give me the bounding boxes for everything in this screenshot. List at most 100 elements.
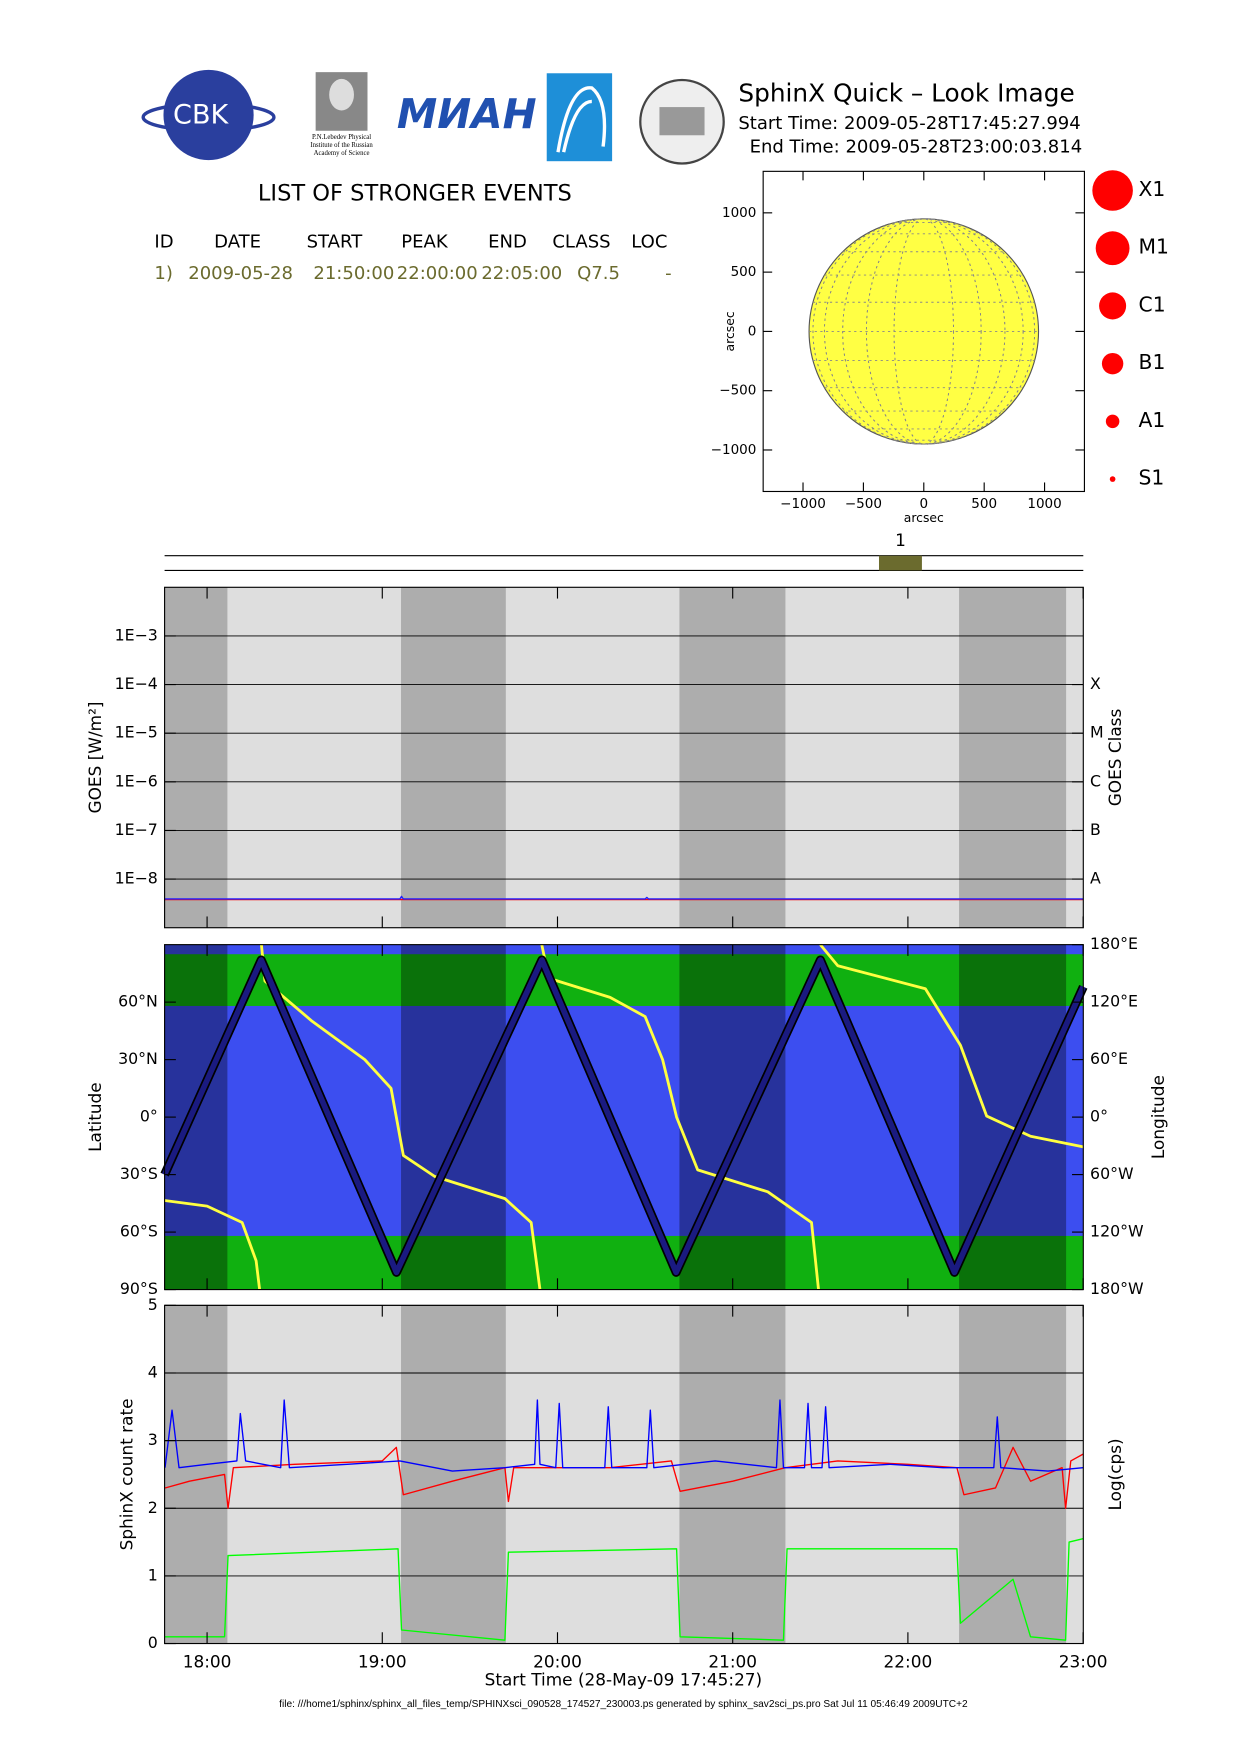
night-band	[401, 587, 506, 928]
series-line	[164, 895, 1084, 900]
event-bar	[878, 555, 922, 571]
series-line	[164, 1399, 1084, 1472]
y2-tick-label: X	[1090, 674, 1101, 693]
y2-tick-label: M	[1090, 723, 1104, 742]
y-tick-label: 1E−4	[115, 674, 158, 693]
event-label: 1	[895, 530, 906, 550]
disk-grid	[812, 218, 1036, 445]
y2-tick-label: 60°E	[1090, 1049, 1128, 1068]
class-label: S1	[1139, 466, 1165, 490]
x-tick-label: 0	[919, 496, 928, 512]
night-band	[401, 1305, 506, 1644]
y-tick-label: 0	[748, 323, 757, 339]
logo-cbk	[163, 69, 254, 161]
table-cell: 2009-05-28	[188, 263, 293, 284]
y-tick-label: 30°S	[120, 1164, 158, 1183]
y-tick-label: 1E−8	[115, 869, 158, 888]
disk-grid	[823, 218, 1024, 445]
series-line	[164, 1446, 1084, 1509]
events-title: LIST OF STRONGER EVENTS	[258, 180, 572, 206]
table-header: PEAK	[401, 231, 449, 252]
x-axis-label: arcsec	[904, 510, 944, 525]
logo-face	[329, 78, 354, 111]
class-label: M1	[1139, 235, 1169, 259]
x-tick-label: −1000	[780, 496, 826, 512]
plot-frame	[164, 586, 1084, 929]
night-band	[164, 1305, 228, 1644]
logo-text: CBK	[173, 100, 229, 131]
series-line	[164, 943, 1084, 1290]
y2-tick-label: 120°E	[1090, 992, 1138, 1011]
y-tick-label: 1E−6	[115, 771, 158, 790]
y2-tick-label: 180°E	[1090, 934, 1138, 953]
y-axis-label: GOES [W/m²]	[85, 702, 105, 814]
table-cell: 21:50:00	[313, 263, 394, 284]
start-time: Start Time: 2009-05-28T17:45:27.994	[738, 113, 1080, 134]
x-tick-label: 18:00	[183, 1652, 232, 1672]
y-tick-label: 1E−7	[115, 820, 158, 839]
x-tick-label: 19:00	[358, 1652, 407, 1672]
x-tick-label: 1000	[1027, 496, 1061, 512]
footer: file: ///home1/sphinx/sphinx_all_files_t…	[279, 1699, 968, 1710]
y2-tick-label: 0°	[1090, 1107, 1108, 1126]
table-header: START	[307, 231, 364, 252]
land-band	[164, 1235, 1084, 1290]
y-tick-label: 5	[148, 1295, 158, 1314]
y-tick-label: 0°	[140, 1107, 158, 1126]
night-band	[959, 587, 1067, 928]
table-header: ID	[154, 231, 173, 252]
disk-grid	[893, 218, 954, 445]
table-cell: 1)	[154, 263, 173, 284]
y2-tick-label: C	[1090, 771, 1101, 790]
table-cell: -	[665, 263, 672, 284]
y-tick-label: 60°N	[118, 992, 158, 1011]
table-cell: 22:05:00	[481, 263, 562, 284]
y2-tick-label: 180°W	[1090, 1279, 1144, 1298]
y-tick-label: 60°S	[120, 1222, 158, 1241]
logo-caption: Institute of the Russian	[310, 142, 373, 149]
logos: CBK P.N.Lebedev Physical Institute of th…	[141, 69, 725, 165]
y-tick-label: 1000	[722, 205, 756, 221]
x-tick-label: 23:00	[1059, 1652, 1108, 1672]
table-header: DATE	[214, 231, 261, 252]
logo-caption: Academy of Science	[314, 150, 370, 157]
y-tick-label: 3	[148, 1430, 158, 1449]
night-band	[164, 587, 228, 928]
class-marker	[1095, 231, 1130, 266]
y-axis-label: arcsec	[722, 311, 737, 351]
x-tick-label: 20:00	[533, 1652, 582, 1672]
logo-seal-building	[659, 107, 705, 136]
y-tick-label: 1E−3	[115, 625, 158, 644]
y-tick-label: −500	[719, 383, 756, 399]
class-label: B1	[1139, 350, 1166, 374]
y-tick-label: 0	[148, 1633, 158, 1652]
series-line	[165, 1538, 1084, 1641]
class-marker	[1092, 170, 1133, 211]
y2-tick-label: A	[1090, 869, 1101, 888]
y-tick-label: 1E−5	[115, 723, 158, 742]
table-header: END	[488, 231, 527, 252]
class-marker	[1099, 292, 1127, 320]
table-cell: Q7.5	[577, 263, 620, 284]
night-band	[679, 587, 786, 928]
y-tick-label: 500	[731, 264, 757, 280]
class-label: C1	[1139, 292, 1166, 316]
y2-tick-label: 60°W	[1090, 1164, 1134, 1183]
y2-tick-label: B	[1090, 820, 1101, 839]
table-header: CLASS	[552, 231, 610, 252]
x-tick-label: −500	[845, 496, 882, 512]
end-time: End Time: 2009-05-28T23:00:03.814	[750, 137, 1083, 158]
panel-bg	[164, 587, 1084, 928]
x-tick-label: 21:00	[708, 1652, 757, 1672]
logo-arc	[556, 86, 607, 153]
class-marker	[1101, 352, 1124, 375]
land-band	[164, 954, 1084, 1006]
y-tick-label: 4	[148, 1362, 158, 1381]
y-tick-label: −1000	[711, 442, 757, 458]
y-tick-label: 1	[148, 1565, 158, 1584]
y2-tick-label: 120°W	[1090, 1222, 1144, 1241]
y-axis-label: SphinX count rate	[116, 1399, 136, 1551]
y-tick-label: 2	[148, 1498, 158, 1517]
y-axis-label: Latitude	[85, 1082, 105, 1152]
